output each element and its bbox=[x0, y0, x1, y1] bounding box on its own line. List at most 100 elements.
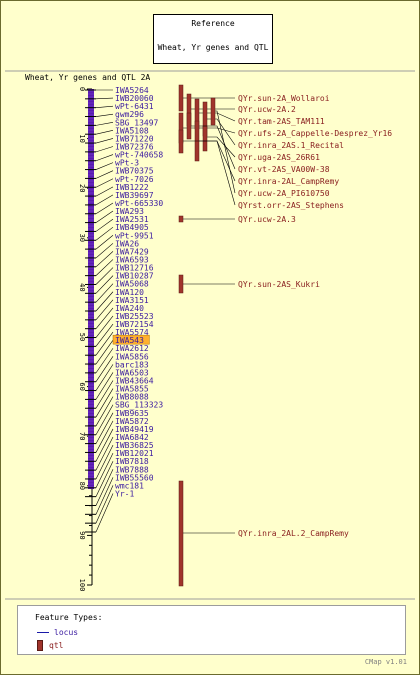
locus-connector bbox=[95, 130, 114, 135]
qtl-bar[interactable] bbox=[178, 480, 184, 587]
locus-label[interactable]: IWB7888 bbox=[115, 465, 149, 474]
qtl-label[interactable]: QYrst.orr-2AS_Stephens bbox=[238, 201, 344, 210]
locus-connector bbox=[95, 218, 114, 232]
locus-label[interactable]: IWB8088 bbox=[115, 393, 149, 402]
locus-label[interactable]: gwm296 bbox=[115, 110, 144, 119]
locus-label[interactable]: IWA543 bbox=[115, 336, 144, 345]
locus-label[interactable]: IWA5264 bbox=[115, 86, 149, 95]
legend-qtl-row: qtl bbox=[37, 640, 63, 651]
locus-connector bbox=[95, 372, 114, 400]
legend-locus-row: locus bbox=[37, 628, 78, 637]
qtl-bar[interactable] bbox=[178, 215, 184, 223]
locus-label[interactable]: wPt-7026 bbox=[115, 175, 154, 184]
locus-label[interactable]: IWB43664 bbox=[115, 377, 154, 386]
qtl-label[interactable]: QYr.ucw-2A.2 bbox=[238, 105, 296, 114]
locus-connector bbox=[95, 121, 114, 126]
locus-label[interactable]: IWB72154 bbox=[115, 320, 154, 329]
locus-connector bbox=[95, 412, 114, 444]
locus-connector bbox=[95, 235, 114, 250]
locus-connector bbox=[95, 154, 114, 162]
qtl-label[interactable]: QYr.ucw-2A.3 bbox=[238, 215, 296, 224]
locus-label[interactable]: IWA2531 bbox=[115, 215, 149, 224]
locus-label[interactable]: IWB36825 bbox=[115, 441, 154, 450]
locus-label[interactable]: wmc181 bbox=[115, 481, 144, 490]
locus-label[interactable]: IWB72376 bbox=[115, 142, 154, 151]
qtl-bar[interactable] bbox=[186, 112, 192, 140]
qtl-label[interactable]: QYr.sun-2A_Wollaroi bbox=[238, 94, 330, 103]
locus-connector bbox=[95, 436, 114, 471]
legend-qtl-label: qtl bbox=[49, 641, 64, 650]
locus-label[interactable]: wPt-9951 bbox=[115, 231, 154, 240]
qtl-bar[interactable] bbox=[210, 97, 216, 126]
locus-label[interactable]: IWB12021 bbox=[115, 449, 154, 458]
map-title: Wheat, Yr genes and QTL 2A bbox=[25, 73, 150, 82]
locus-label[interactable]: IWA5872 bbox=[115, 417, 149, 426]
locus-label[interactable]: IWB70375 bbox=[115, 167, 154, 176]
locus-label[interactable]: IWA5574 bbox=[115, 328, 149, 337]
locus-label[interactable]: IWB55560 bbox=[115, 473, 154, 482]
locus-label[interactable]: IWB71220 bbox=[115, 134, 154, 143]
locus-label[interactable]: IWB25523 bbox=[115, 312, 154, 321]
locus-label[interactable]: barc183 bbox=[115, 360, 149, 369]
locus-label[interactable]: IWA6842 bbox=[115, 433, 149, 442]
locus-label[interactable]: IWA6503 bbox=[115, 368, 149, 377]
qtl-label[interactable]: QYr.tam-2AS_TAM111 bbox=[238, 117, 325, 126]
locus-label[interactable]: IWA26 bbox=[115, 239, 139, 248]
locus-connector bbox=[95, 307, 114, 329]
locus-connector bbox=[95, 202, 114, 215]
locus-label[interactable]: IWA5856 bbox=[115, 352, 149, 361]
qtl-bar[interactable] bbox=[178, 129, 184, 154]
locus-connector bbox=[95, 210, 114, 223]
locus-connector bbox=[95, 364, 114, 391]
scale-tick-label: 70 bbox=[78, 432, 86, 440]
qtl-label[interactable]: QYr.inra_2AS.1_Recital bbox=[238, 141, 344, 150]
locus-label[interactable]: IWB9635 bbox=[115, 409, 149, 418]
locus-connector bbox=[95, 420, 114, 453]
locus-label[interactable]: IWB12716 bbox=[115, 264, 154, 273]
locus-label[interactable]: IWA6593 bbox=[115, 255, 149, 264]
qtl-bar[interactable] bbox=[178, 274, 184, 294]
qtl-label[interactable]: QYr.ufs-2A_Cappelle-Desprez_Yr16 bbox=[238, 129, 392, 138]
locus-label[interactable]: IWA293 bbox=[115, 207, 144, 216]
locus-label[interactable]: wPt-3 bbox=[115, 159, 139, 168]
locus-label[interactable]: IWA5068 bbox=[115, 280, 149, 289]
reference-box[interactable]: Reference Wheat, Yr genes and QTL bbox=[153, 14, 273, 64]
qtl-label[interactable]: QYr.sun-2AS_Kukri bbox=[238, 280, 320, 289]
version-label: CMap v1.01 bbox=[364, 658, 407, 666]
locus-label[interactable]: IWA3151 bbox=[115, 296, 149, 305]
locus-label[interactable]: IWB1222 bbox=[115, 183, 149, 192]
locus-label[interactable]: IWA5855 bbox=[115, 385, 149, 394]
locus-label[interactable]: IWB7818 bbox=[115, 457, 149, 466]
qtl-bar[interactable] bbox=[178, 84, 184, 112]
reference-subtitle: Wheat, Yr genes and QTL bbox=[157, 43, 269, 52]
qtl-label[interactable]: QYr.uga-2AS_26R61 bbox=[238, 153, 320, 162]
locus-label[interactable]: IWB20060 bbox=[115, 94, 154, 103]
locus-label[interactable]: IWA5108 bbox=[115, 126, 149, 135]
qtl-bar[interactable] bbox=[202, 125, 208, 152]
locus-connector bbox=[95, 404, 114, 435]
locus-label[interactable]: wPt-665330 bbox=[115, 199, 163, 208]
qtl-label[interactable]: QYr.inra_2AL.2_CampRemy bbox=[238, 529, 349, 538]
chromosome-bar[interactable] bbox=[88, 89, 94, 489]
locus-label[interactable]: IWA7429 bbox=[115, 247, 149, 256]
locus-label[interactable]: wPt-740658 bbox=[115, 151, 163, 160]
qtl-label[interactable]: QYr.inra-2AL_CampRemy bbox=[238, 177, 339, 186]
locus-label[interactable]: IWB49419 bbox=[115, 425, 154, 434]
locus-label[interactable]: SBG_113323 bbox=[115, 401, 163, 410]
locus-label[interactable]: SBG_13497 bbox=[115, 118, 159, 127]
locus-label[interactable]: Yr-1 bbox=[115, 490, 134, 499]
qtl-connector bbox=[207, 118, 236, 146]
locus-label[interactable]: IWA120 bbox=[115, 288, 144, 297]
locus-label[interactable]: IWA2612 bbox=[115, 344, 149, 353]
qtl-label[interactable]: QYr.ucw-2A_PI610750 bbox=[238, 189, 330, 198]
locus-label[interactable]: wPt-6431 bbox=[115, 102, 154, 111]
locus-label[interactable]: IWB39697 bbox=[115, 191, 154, 200]
locus-label[interactable]: IWB10287 bbox=[115, 272, 154, 281]
locus-label[interactable]: IWA240 bbox=[115, 304, 144, 313]
locus-connector bbox=[95, 275, 114, 294]
locus-label[interactable]: IWB4905 bbox=[115, 223, 149, 232]
qtl-label[interactable]: QYr.vt-2AS_VA00W-38 bbox=[238, 165, 330, 174]
